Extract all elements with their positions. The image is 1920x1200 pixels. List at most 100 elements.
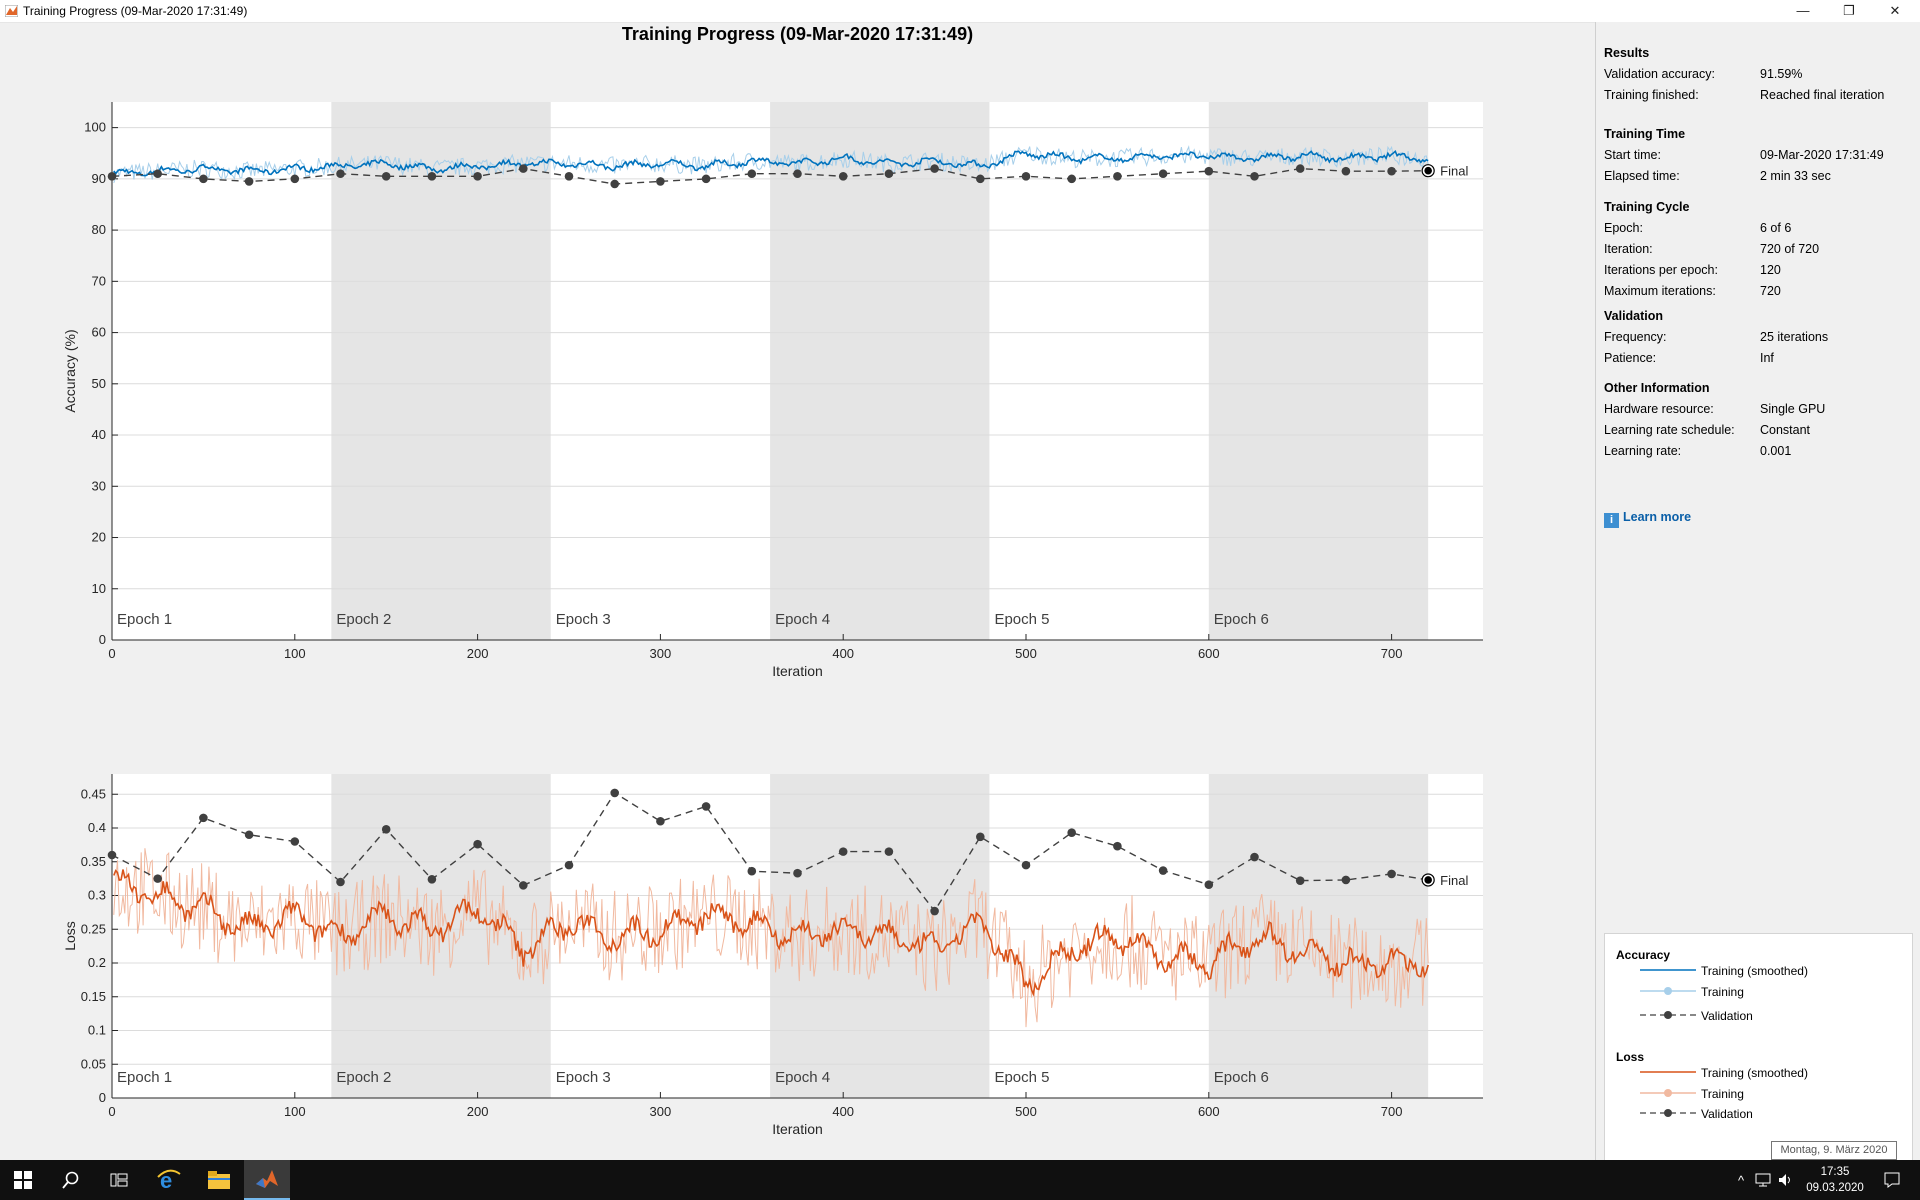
taskbar-clock[interactable]: 17:35 09.03.2020	[1795, 1164, 1875, 1196]
accuracy-validation-point	[107, 171, 117, 181]
loss-epoch-label: Epoch 6	[1214, 1069, 1269, 1086]
loss-validation-point	[519, 881, 528, 890]
plot-legend: Accuracy Training (smoothed) Training Va…	[1604, 933, 1913, 1172]
accuracy-validation-point	[336, 169, 345, 179]
loss-validation-point	[381, 825, 391, 834]
info-key: Patience:	[1604, 351, 1657, 365]
loss-ytick-label: 0.4	[88, 820, 106, 835]
loss-xtick-label: 100	[284, 1104, 306, 1119]
accuracy-ytick-label: 30	[92, 478, 106, 493]
loss-ytick-label: 0.25	[81, 921, 106, 936]
loss-validation-point	[107, 850, 117, 860]
network-icon-glyph	[1755, 1173, 1771, 1187]
clock-time: 17:35	[1820, 1166, 1850, 1178]
accuracy-epoch-shade	[770, 102, 990, 640]
loss-validation-point	[793, 868, 802, 878]
info-value: 120	[1760, 263, 1781, 277]
accuracy-validation-point	[564, 171, 574, 181]
accuracy-validation-point	[976, 174, 985, 184]
loss-validation-point	[976, 832, 985, 842]
loss-epoch-label: Epoch 2	[336, 1069, 391, 1086]
matlab-icon	[5, 5, 18, 17]
accuracy-ylabel: Accuracy (%)	[62, 329, 78, 412]
network-icon[interactable]	[1752, 1160, 1774, 1200]
legend-accuracy-validation: Validation	[1701, 1009, 1753, 1023]
clock-date: 09.03.2020	[1806, 1182, 1864, 1194]
loss-final-label: Final	[1440, 873, 1468, 888]
loss-epoch-shade	[331, 774, 551, 1098]
accuracy-validation-point	[701, 174, 711, 184]
loss-ytick-label: 0.1	[88, 1023, 106, 1038]
accuracy-plot: 0 10 20 30 40 50 60 70 80 90 100 0 100 200 300 400 500 60…	[62, 102, 1483, 679]
accuracy-validation-point	[930, 164, 939, 173]
section-title-cycle: Training Cycle	[1604, 200, 1690, 214]
minimize-button[interactable]: —	[1796, 3, 1810, 18]
internet-explorer-button[interactable]: e	[146, 1160, 192, 1200]
show-hidden-icons[interactable]: ^	[1737, 1172, 1745, 1188]
accuracy-xtick-label: 500	[1015, 646, 1037, 661]
info-key: Validation accuracy:	[1604, 67, 1715, 81]
loss-xlabel: Iteration	[772, 1121, 823, 1137]
accuracy-final-label: Final	[1440, 164, 1468, 179]
accuracy-final-marker	[1424, 166, 1432, 175]
loss-xtick-label: 400	[832, 1104, 854, 1119]
accuracy-validation-point	[519, 164, 528, 173]
accuracy-epoch-label: Epoch 6	[1214, 611, 1269, 628]
learn-more-label: Learn more	[1623, 510, 1692, 524]
info-key: Frequency:	[1604, 330, 1667, 344]
accuracy-xtick-label: 300	[650, 646, 672, 661]
accuracy-validation-point	[473, 171, 482, 181]
legend-loss-smoothed: Training (smoothed)	[1701, 1066, 1808, 1080]
loss-validation-point	[1387, 869, 1396, 879]
accuracy-ytick-label: 60	[92, 325, 106, 340]
windows-icon	[14, 1171, 32, 1189]
restore-button[interactable]: ❐	[1843, 3, 1855, 18]
file-explorer-button[interactable]	[196, 1160, 242, 1200]
loss-validation-point	[153, 874, 162, 883]
info-key: Learning rate:	[1604, 444, 1682, 458]
loss-validation-line	[111, 791, 1429, 913]
section-title-other: Other Information	[1604, 381, 1710, 395]
loss-validation-point	[564, 860, 574, 870]
loss-validation-point	[838, 847, 848, 856]
close-button[interactable]: ✕	[1889, 3, 1901, 18]
learn-more-link[interactable]: i Learn more	[1604, 510, 1691, 528]
loss-validation-point	[199, 813, 208, 823]
accuracy-ytick-label: 90	[92, 171, 106, 186]
loss-validation-point	[1295, 876, 1305, 885]
loss-epoch-label: Epoch 5	[994, 1069, 1049, 1086]
accuracy-validation-point	[290, 174, 300, 184]
section-title-validation: Validation	[1604, 309, 1664, 323]
matlab-taskbar-button[interactable]	[244, 1160, 290, 1200]
legend-accuracy-smoothed: Training (smoothed)	[1701, 964, 1808, 978]
accuracy-validation-point	[656, 177, 665, 186]
legend-accuracy-training: Training	[1701, 985, 1744, 999]
accuracy-ytick-label: 100	[84, 120, 106, 135]
loss-validation-point	[1204, 880, 1214, 889]
search-button[interactable]	[48, 1160, 94, 1200]
accuracy-ytick-label: 80	[92, 222, 106, 237]
info-key: Iterations per epoch:	[1604, 263, 1718, 277]
legend-loss-smoothed-symbol	[1640, 1071, 1696, 1073]
loss-validation-point	[1250, 852, 1259, 862]
task-view-button[interactable]	[96, 1160, 142, 1200]
task-view-icon	[110, 1173, 128, 1187]
volume-icon[interactable]	[1776, 1160, 1796, 1200]
loss-validation-point	[1113, 841, 1122, 851]
accuracy-epoch-shade	[331, 102, 551, 640]
accuracy-validation-point	[1341, 166, 1351, 176]
start-button[interactable]	[0, 1160, 46, 1200]
loss-ytick-label: 0.35	[81, 854, 106, 869]
action-center-button[interactable]	[1872, 1160, 1912, 1200]
accuracy-validation-point	[1113, 171, 1122, 181]
accuracy-ytick-label: 50	[92, 376, 106, 391]
loss-validation-point	[610, 788, 619, 798]
accuracy-epoch-label: Epoch 4	[775, 611, 830, 628]
loss-validation-point	[290, 837, 300, 846]
accuracy-ytick-label: 70	[92, 273, 106, 288]
accuracy-xtick-label: 700	[1381, 646, 1403, 661]
info-key: Start time:	[1604, 148, 1661, 162]
info-value: Single GPU	[1760, 402, 1826, 416]
loss-validation-point	[244, 830, 254, 840]
legend-accuracy-title: Accuracy	[1616, 948, 1671, 962]
